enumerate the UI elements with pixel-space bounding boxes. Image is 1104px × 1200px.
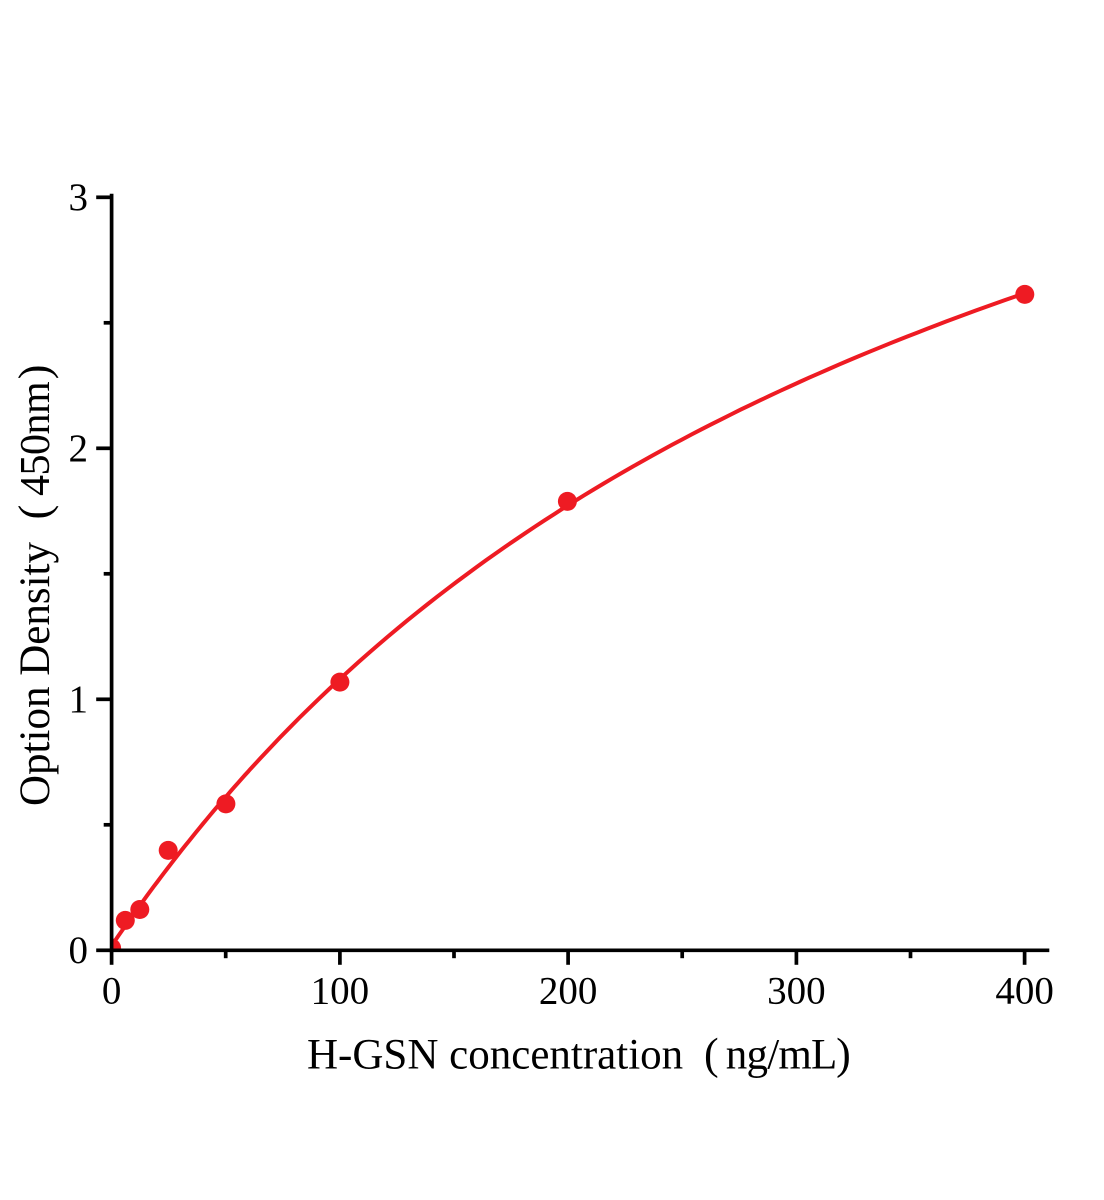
svg-text:2: 2 [69,427,89,470]
svg-text:H-GSN concentration: H-GSN concentration [307,1031,683,1078]
svg-text:450nm: 450nm [13,381,59,496]
svg-text:3: 3 [69,176,89,219]
svg-text:(: ( [10,505,59,520]
svg-text:ng/mL: ng/mL [726,1031,837,1078]
svg-text:1: 1 [69,678,89,721]
svg-text:400: 400 [995,970,1054,1013]
svg-text:100: 100 [311,970,370,1013]
svg-text:300: 300 [767,970,826,1013]
svg-text:(: ( [704,1029,719,1078]
svg-text:): ) [836,1029,851,1078]
svg-text:0: 0 [69,929,89,972]
svg-text:): ) [10,365,59,380]
svg-text:200: 200 [539,970,598,1013]
svg-text:Option Density: Option Density [12,542,59,806]
svg-text:0: 0 [102,970,122,1013]
